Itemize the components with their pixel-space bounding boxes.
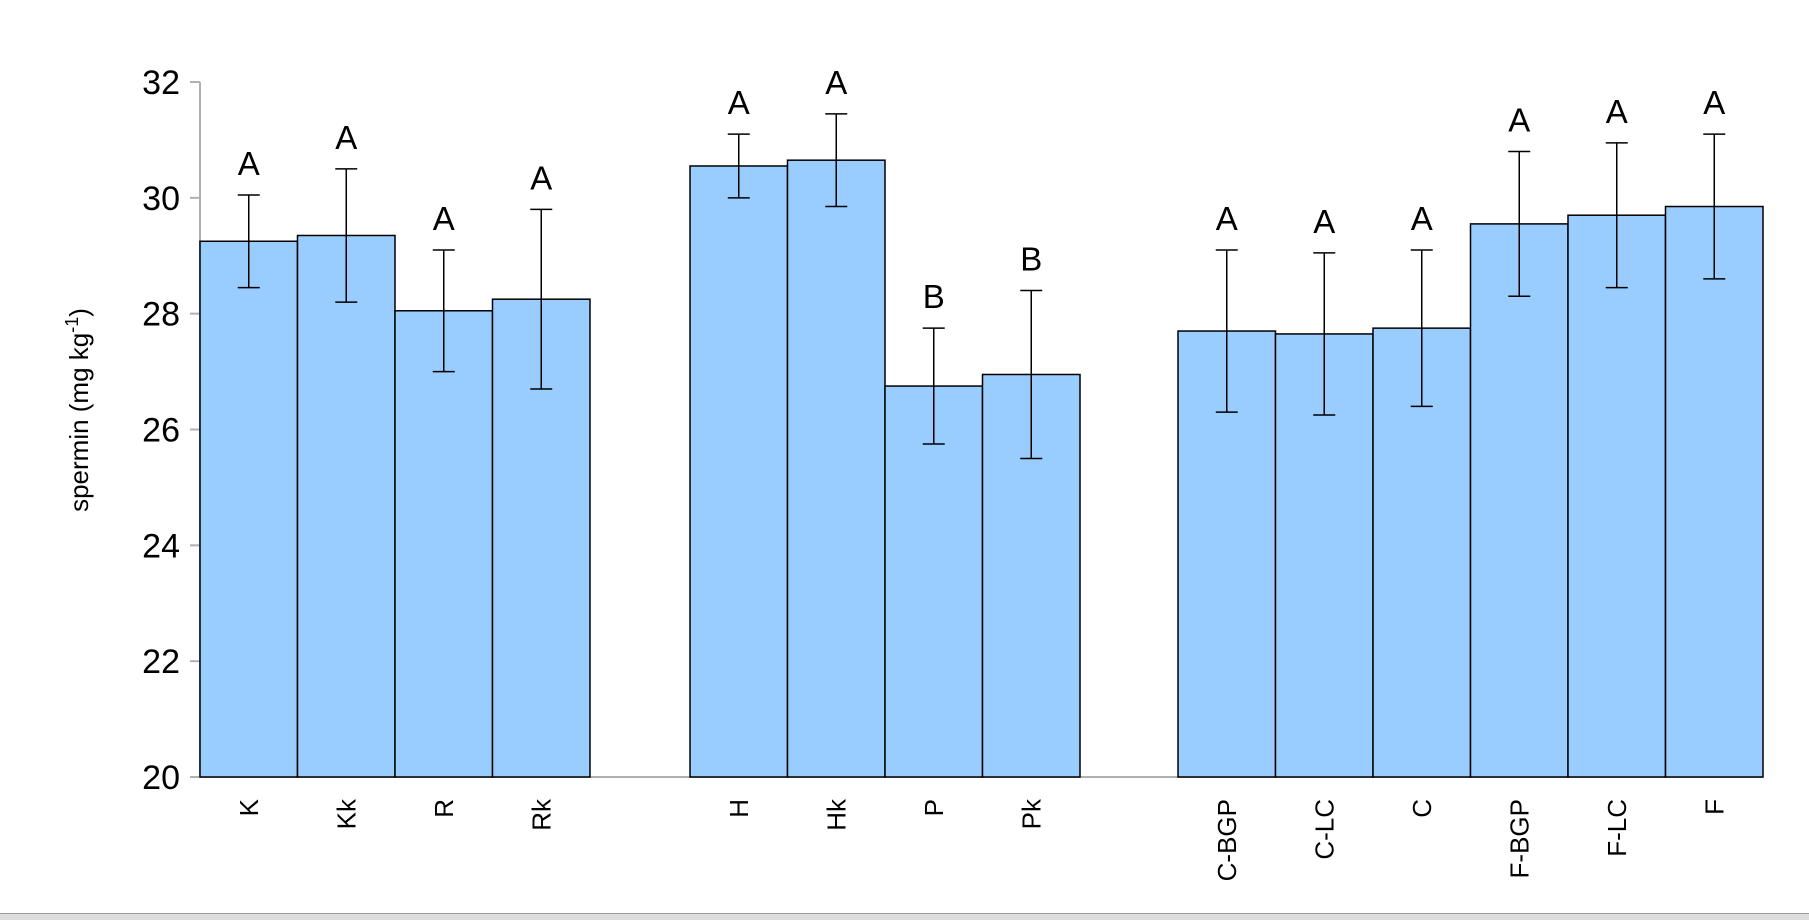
significance-letter: A <box>728 84 750 121</box>
x-axis-labels: K Kk R Rk H Hk P Pk C-BGP C-LC C F-BGP F-LC F <box>234 798 1730 881</box>
bar-hk <box>786 159 886 778</box>
y-axis-title-text: spermin (mg kg <box>64 333 94 512</box>
significance-letter: A <box>1606 93 1628 130</box>
significance-letter: A <box>825 64 847 101</box>
y-tick-label: 30 <box>142 180 180 218</box>
x-tick-label: Hk <box>821 798 851 831</box>
bar-k <box>199 240 299 778</box>
x-tick-label: Rk <box>526 798 556 831</box>
window-bottom-border <box>0 913 1809 920</box>
y-tick-label: 28 <box>142 296 180 334</box>
bar-f-bgp <box>1469 223 1569 778</box>
bar-f-lc <box>1567 214 1667 778</box>
x-tick-label: C-LC <box>1309 799 1339 860</box>
x-tick-label: Kk <box>331 798 361 829</box>
x-tick-label: F-LC <box>1602 799 1632 857</box>
significance-letter: B <box>1020 241 1042 278</box>
bars <box>199 159 1764 778</box>
significance-letter: B <box>923 278 945 315</box>
significance-letter: A <box>433 200 455 237</box>
bar-f <box>1664 205 1764 778</box>
y-axis-title-suffix: ) <box>64 308 94 317</box>
x-tick-label: H <box>724 799 754 818</box>
y-tick-label: 22 <box>142 643 180 681</box>
x-tick-label: C-BGP <box>1212 799 1242 881</box>
error-bars <box>237 113 1726 460</box>
significance-letter: A <box>1216 200 1238 237</box>
x-tick-label: K <box>234 798 264 816</box>
significance-letter: A <box>238 145 260 182</box>
significance-letter: A <box>1313 203 1335 240</box>
bar-r <box>394 310 494 778</box>
y-tick-label: 20 <box>142 759 180 797</box>
significance-letter: A <box>1411 200 1433 237</box>
y-tick-label: 26 <box>142 412 180 450</box>
x-tick-label: P <box>919 799 949 816</box>
x-tick-label: Pk <box>1016 798 1046 829</box>
y-axis-title-superscript: -1 <box>62 317 82 333</box>
x-tick-label: C <box>1407 799 1437 818</box>
x-tick-label: F <box>1699 799 1729 815</box>
significance-letters: A A A A A A B B A A A A A A <box>238 64 1726 315</box>
y-tick-label: 24 <box>142 527 180 565</box>
significance-letter: A <box>530 159 552 196</box>
significance-letter: A <box>335 119 357 156</box>
y-tick-label: 32 <box>142 64 180 102</box>
y-axis-title: spermin (mg kg-1) <box>62 308 94 512</box>
x-tick-label: F-BGP <box>1504 799 1534 878</box>
significance-letter: A <box>1508 102 1530 139</box>
bar-h <box>689 165 789 778</box>
x-tick-label: R <box>429 799 459 818</box>
bar-kk <box>296 234 396 778</box>
significance-letter: A <box>1703 84 1725 121</box>
